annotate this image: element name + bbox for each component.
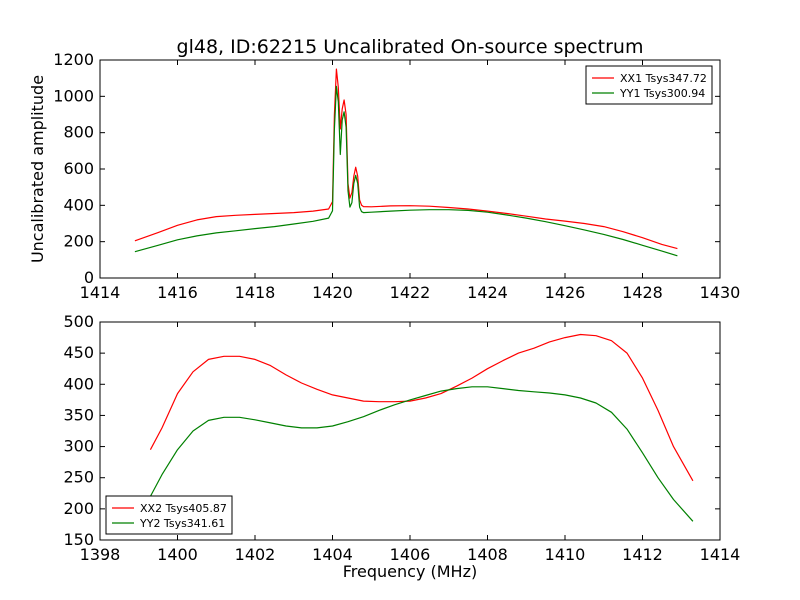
series-line-2 [134,85,678,257]
legend-label: XX1 Tsys347.72 [620,72,707,85]
y-tick-label: 350 [63,405,94,424]
x-tick-label: 1408 [467,545,508,564]
x-tick-label: 1430 [700,283,741,302]
y-tick-label: 300 [63,437,94,456]
x-tick-label: 1420 [312,283,353,302]
y-tick-label: 200 [63,499,94,518]
y-tick-label: 250 [63,468,94,487]
legend-label: YY2 Tsys341.61 [139,517,225,530]
y-tick-label: 1000 [53,86,94,105]
x-tick-label: 1406 [390,545,431,564]
x-tick-label: 1404 [312,545,353,564]
figure-title: gl48, ID:62215 Uncalibrated On-source sp… [177,36,644,58]
legend-box [585,65,713,105]
y-tick-label: 400 [63,374,94,393]
y-tick-label: 600 [63,159,94,178]
panels: 1414 1416 1418 1420 1422 1424 1426 1428 1430 0 200… [28,50,740,581]
x-tick-label: 1424 [467,283,508,302]
legend-box [105,495,233,535]
chart-panel-1: 1414 1416 1418 1420 1422 1424 1426 1428 1430 0 200… [28,50,740,302]
y-tick-label: 0 [84,268,94,287]
y-tick-label: 800 [63,123,94,142]
y-tick-label: 450 [63,343,94,362]
x-tick-label: 1416 [157,283,198,302]
series-line-1 [149,333,694,482]
x-tick-label: 1402 [235,545,276,564]
chart-panel-2: 1398 1400 1402 1404 1406 1408 1410 1412 1414 150 2… [63,312,740,581]
x-tick-label: 1400 [157,545,198,564]
x-tick-label: 1414 [80,283,121,302]
legend: XX1 Tsys347.72 YY1 Tsys300.94 [585,65,713,105]
x-tick-label: 1428 [622,283,663,302]
x-tick-label: 1398 [80,545,121,564]
y-tick-label: 200 [63,232,94,251]
series-line-1 [134,68,678,250]
y-tick-label: 400 [63,195,94,214]
y-axis-label: Uncalibrated amplitude [28,75,47,263]
series-group [149,333,694,522]
x-tick-label: 1418 [235,283,276,302]
x-axis-label: Frequency (MHz) [343,562,477,581]
x-tick-label: 1412 [622,545,663,564]
y-tick-label: 150 [63,530,94,549]
x-tick-label: 1414 [700,545,741,564]
series-line-2 [149,386,694,522]
x-tick-label: 1410 [545,545,586,564]
legend-label: YY1 Tsys300.94 [619,87,705,100]
series-group [134,68,678,257]
legend-label: XX2 Tsys405.87 [140,502,227,515]
y-tick-label: 500 [63,312,94,331]
x-tick-label: 1422 [390,283,431,302]
legend: XX2 Tsys405.87 YY2 Tsys341.61 [105,495,233,535]
y-tick-label: 1200 [53,50,94,69]
x-tick-label: 1426 [545,283,586,302]
